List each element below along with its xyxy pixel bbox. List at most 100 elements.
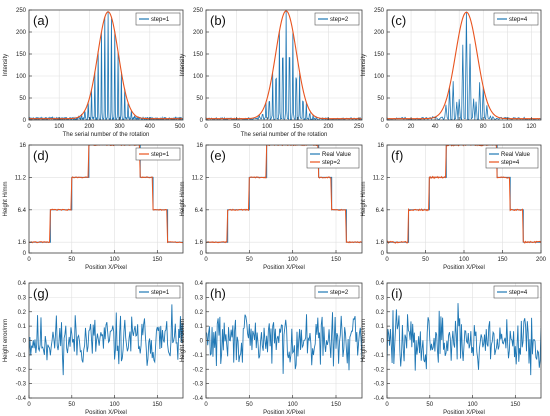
x-axis-label: The serial number of the rotation	[63, 132, 150, 138]
y-tick-label: 200	[16, 30, 27, 36]
y-tick-label: 0.3	[195, 295, 204, 301]
y-tick-label: 6.4	[195, 208, 204, 214]
plot-area	[206, 10, 362, 120]
y-tick-label: 0.4	[195, 281, 204, 287]
x-tick-label: 150	[293, 124, 304, 130]
panel-label: (d)	[33, 148, 49, 163]
x-tick-label: 100	[110, 402, 121, 408]
y-tick-label: 1.6	[376, 240, 385, 246]
chart-panel: 0 50 100 150 -0.4 -0.3 -0.2 -0.1 0 0.1 0.2 0.3 0.4 Po…	[3, 281, 184, 416]
legend-entry: step=4	[509, 17, 528, 23]
error-series	[206, 312, 362, 374]
legend-box	[493, 285, 539, 299]
y-tick-label: 1.6	[18, 240, 27, 246]
y-tick-label: 6.4	[376, 208, 385, 214]
y-tick-label: -0.3	[193, 382, 204, 388]
envelope-series	[29, 11, 183, 120]
y-tick-label: 11.2	[373, 175, 385, 181]
x-tick-label: 100	[110, 257, 121, 263]
y-tick-label: 0	[23, 251, 27, 257]
y-tick-label: 16	[196, 143, 203, 149]
legend-entry: step=1	[151, 290, 170, 296]
y-tick-label: 0	[23, 339, 27, 345]
x-tick-label: 50	[246, 257, 253, 263]
y-tick-label: 200	[193, 30, 204, 36]
envelope-series	[206, 10, 362, 120]
panel-label: (e)	[210, 148, 226, 163]
legend-entry: step=4	[501, 160, 520, 166]
panel-label: (i)	[391, 286, 403, 301]
legend-box	[135, 147, 181, 161]
x-tick-label: 0	[204, 257, 208, 263]
y-tick-label: 0	[381, 118, 385, 124]
y-tick-label: 100	[16, 74, 27, 80]
legend-box	[135, 285, 181, 299]
x-axis-label: Position X/Pixel	[263, 265, 305, 271]
series-group	[387, 303, 541, 376]
y-tick-label: 50	[377, 96, 384, 102]
x-tick-label: 100	[54, 124, 65, 130]
y-tick-label: -0.2	[374, 367, 385, 373]
y-tick-label: 0.1	[376, 324, 385, 330]
chart-panel: 0 20 40 60 80 100 120 0 50 100 150 200 250 Intensity (…	[361, 8, 542, 130]
y-tick-label: 0	[200, 251, 204, 257]
x-tick-label: 150	[331, 402, 342, 408]
y-axis-label: Height H/mm	[361, 181, 367, 216]
x-tick-label: 50	[233, 124, 240, 130]
legend-entry: Real Value	[322, 152, 352, 158]
x-tick-label: 200	[84, 124, 95, 130]
y-tick-label: -0.2	[16, 367, 27, 373]
y-axis-label: Height error/mm	[361, 319, 367, 362]
y-axis-label: Height H/mm	[180, 181, 186, 216]
x-tick-label: 300	[115, 124, 126, 130]
legend-entry: step=1	[151, 17, 170, 23]
y-tick-label: 100	[193, 74, 204, 80]
x-axis-label: Position X/Pixel	[443, 265, 485, 271]
x-tick-label: 0	[385, 124, 389, 130]
y-axis-label: Height error/mm	[180, 319, 186, 362]
y-tick-label: 200	[374, 30, 385, 36]
y-tick-label: 0.1	[195, 324, 204, 330]
measured-series	[387, 145, 541, 244]
legend-entry: step=2	[330, 290, 349, 296]
y-tick-label: 150	[193, 52, 204, 58]
panel-label: (c)	[391, 13, 406, 28]
x-tick-label: 0	[27, 402, 31, 408]
x-tick-label: 100	[468, 402, 479, 408]
x-tick-label: 0	[27, 257, 31, 263]
legend-entry: step=2	[330, 17, 349, 23]
legend-box	[485, 147, 539, 169]
y-tick-label: 0.4	[18, 281, 27, 287]
chart-panel: 0 100 200 300 400 500 0 50 100 150 200 250 The seria…	[3, 8, 186, 138]
y-tick-label: 0	[381, 339, 385, 345]
error-series	[387, 303, 541, 376]
chart-panel: 0 50 100 150 200 250 0 50 100 150 200 250 The serial…	[180, 8, 365, 138]
legend-box	[306, 147, 360, 169]
y-tick-label: 150	[16, 52, 27, 58]
x-axis-label: The serial number of the rotation	[241, 132, 328, 138]
y-tick-label: 0	[200, 339, 204, 345]
y-tick-label: 0.2	[195, 310, 204, 316]
y-tick-label: 11.2	[192, 175, 204, 181]
x-axis-label: Position X/Pixel	[85, 410, 127, 416]
series-group	[29, 11, 183, 120]
panel-label: (b)	[210, 13, 226, 28]
y-tick-label: 150	[374, 52, 385, 58]
x-tick-label: 0	[385, 402, 389, 408]
x-tick-label: 200	[536, 257, 547, 263]
x-tick-label: 100	[459, 257, 470, 263]
x-tick-label: 50	[422, 257, 429, 263]
y-tick-label: 6.4	[18, 208, 27, 214]
legend-entry: Real Value	[501, 152, 531, 158]
x-tick-label: 0	[204, 124, 208, 130]
measured-series	[29, 145, 183, 244]
axes-frame	[205, 9, 363, 121]
axes-frame	[205, 144, 363, 254]
x-tick-label: 120	[526, 124, 537, 130]
y-tick-label: 0.1	[18, 324, 27, 330]
x-axis-label: Position X/Pixel	[443, 410, 485, 416]
y-tick-label: -0.1	[193, 353, 204, 359]
y-tick-label: 0.3	[376, 295, 385, 301]
series-group	[29, 304, 183, 376]
panel-label: (h)	[210, 286, 226, 301]
